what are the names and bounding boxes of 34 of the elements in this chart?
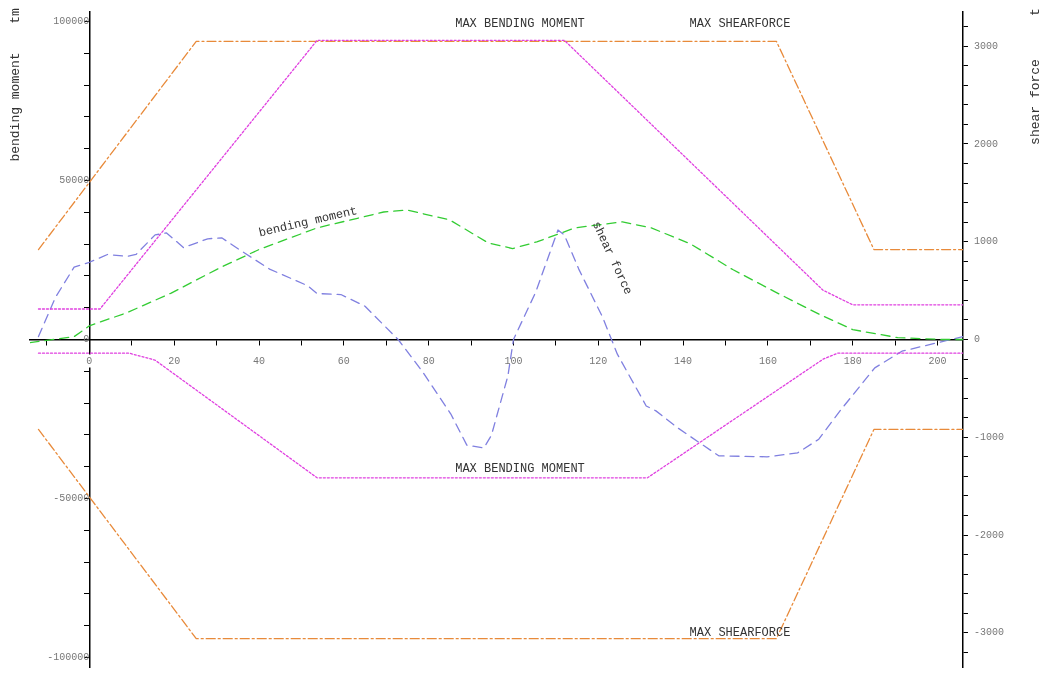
x-tick-label: 200 — [928, 356, 947, 368]
y-tick-label: 100000 — [53, 16, 90, 28]
annotation: MAX BENDING MOMENT — [455, 17, 585, 32]
x-tick-label: 80 — [422, 356, 435, 368]
y2-tick-label: -3000 — [974, 627, 1005, 639]
y2-tick-label: 3000 — [974, 40, 999, 52]
y-tick-label: 50000 — [59, 175, 90, 187]
y2-tick-label: 1000 — [974, 236, 999, 248]
y2-tick-label: -2000 — [974, 529, 1005, 541]
annotation: MAX SHEARFORCE — [689, 626, 791, 641]
x-tick-label: 100 — [504, 356, 523, 368]
text: t — [1028, 8, 1044, 16]
annotation: MAX BENDING MOMENT — [455, 462, 585, 477]
y2-tick-label: 0 — [974, 334, 981, 346]
y2-axis-title: shear force — [1028, 59, 1044, 145]
y-tick-label: -50000 — [53, 493, 90, 505]
y-tick-label: 0 — [83, 334, 90, 346]
x-tick-label: 60 — [337, 356, 350, 368]
x-tick-label: 180 — [843, 356, 862, 368]
x-tick-label: 40 — [253, 356, 266, 368]
y-tick-label: -100000 — [47, 652, 90, 664]
annotation: bending moment — [257, 204, 359, 241]
y2-tick-label: 2000 — [974, 138, 999, 150]
annotation: MAX SHEARFORCE — [689, 17, 791, 32]
line-series — [37, 352, 963, 479]
x-tick-label: 120 — [589, 356, 608, 368]
x-tick-label: 160 — [758, 356, 777, 368]
line-series — [37, 39, 963, 310]
x-tick-label: 140 — [674, 356, 693, 368]
x-tick-label: 20 — [168, 356, 181, 368]
annotation: shear force — [588, 219, 635, 297]
y2-tick-label: -1000 — [974, 431, 1005, 443]
text: tm — [8, 8, 24, 24]
y-axis-title: bending moment — [8, 52, 24, 162]
